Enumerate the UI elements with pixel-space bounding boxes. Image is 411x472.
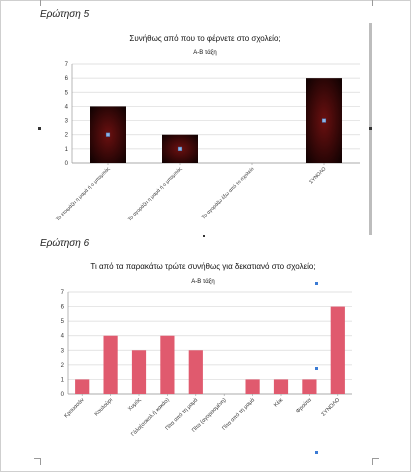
chart2-bar bbox=[330, 306, 345, 394]
chart2-x-tick-label: Κουλούρι bbox=[93, 396, 115, 418]
chart-2-handle-bottom[interactable] bbox=[315, 451, 318, 454]
chart-2-handle-top[interactable] bbox=[315, 282, 318, 285]
chart-1-resize-handle-left[interactable] bbox=[38, 127, 41, 130]
chart-1-subtitle: Α-Β τάξη bbox=[193, 50, 217, 56]
chart-2-handle-middle[interactable] bbox=[315, 367, 318, 370]
question-6-heading: Ερώτηση 6 bbox=[40, 238, 90, 249]
chart1-y-tick-label: 5 bbox=[65, 90, 69, 96]
chart2-y-tick-label: 7 bbox=[61, 290, 65, 296]
crop-mark-bottom-left bbox=[34, 458, 41, 465]
chart1-x-tick-label: Το αγοράζει η μαμά ή ο μπαμπάς bbox=[126, 165, 183, 222]
crop-mark-top-left bbox=[34, 0, 41, 6]
chart2-bar bbox=[160, 335, 175, 394]
chart-1-plot: 0 1 2 3 4 5 6 7 Το ετοιμάζει η μαμά ή ο μπαμπάς Τ… bbox=[54, 62, 360, 223]
chart2-x-tick-label: ΣΥΝΟΛΟ bbox=[321, 397, 342, 418]
chart-1-title: Συνήθως από που το φέρνετε στο σχολείο; bbox=[129, 34, 281, 43]
chart2-y-tick-label: 1 bbox=[61, 377, 65, 383]
chart2-x-tick-label: Φρούτα bbox=[295, 396, 314, 415]
crop-mark-bottom-right bbox=[372, 458, 379, 465]
chart2-y-tick-label: 0 bbox=[61, 392, 65, 398]
chart2-x-tick-label: Κέικ bbox=[272, 396, 284, 408]
chart1-y-tick-label: 7 bbox=[65, 62, 69, 68]
chart-1-resize-handle-right[interactable] bbox=[369, 127, 372, 130]
chart1-bar-marker bbox=[321, 118, 327, 123]
chart1-y-tick-label: 2 bbox=[65, 133, 69, 139]
chart-1-frame[interactable]: Συνήθως από που το φέρνετε στο σχολείο; … bbox=[40, 23, 370, 235]
chart1-x-tick-label: Το αγοράζω έξω από το σχολείο bbox=[200, 165, 255, 220]
chart1-x-tick-label: ΣΥΝΟΛΟ bbox=[308, 166, 327, 185]
chart2-y-tick-label: 3 bbox=[61, 348, 65, 354]
chart2-bar bbox=[302, 379, 317, 394]
chart2-bar bbox=[188, 350, 203, 394]
chart-2-frame[interactable]: Τι από τα παρακάτω τρώτε συνήθως για δεκ… bbox=[44, 252, 362, 448]
question-5-heading: Ερώτηση 5 bbox=[40, 9, 90, 20]
chart1-x-tick-label: Το ετοιμάζει η μαμά ή ο μπαμπάς bbox=[54, 165, 111, 222]
chart1-bar-marker bbox=[177, 146, 183, 151]
chart-2-title: Τι από τα παρακάτω τρώτε συνήθως για δεκ… bbox=[90, 262, 316, 271]
chart1-y-tick-label: 1 bbox=[65, 147, 69, 153]
chart-1-resize-handle-bottom[interactable] bbox=[203, 235, 205, 237]
chart2-bar bbox=[75, 379, 90, 394]
crop-mark-top-right bbox=[372, 0, 379, 6]
chart2-y-tick-label: 6 bbox=[61, 305, 65, 311]
chart1-y-tick-label: 4 bbox=[65, 104, 69, 110]
chart2-bar bbox=[245, 379, 260, 394]
chart2-x-tick-label: Χυμός bbox=[126, 396, 142, 412]
chart2-x-tick-label: Κρουασάν bbox=[63, 396, 86, 419]
chart2-bar bbox=[131, 350, 147, 394]
chart1-y-tick-label: 3 bbox=[65, 119, 69, 125]
chart2-bar bbox=[273, 379, 289, 394]
chart1-y-tick-label: 0 bbox=[65, 161, 69, 167]
chart2-y-tick-label: 2 bbox=[61, 363, 65, 369]
chart2-bar bbox=[103, 335, 118, 394]
chart1-y-tick-label: 6 bbox=[65, 76, 69, 82]
chart1-bar-marker bbox=[105, 132, 111, 137]
chart2-y-tick-label: 4 bbox=[61, 334, 65, 340]
chart2-y-tick-label: 5 bbox=[61, 319, 65, 325]
chart-2-subtitle: Α-Β τάξη bbox=[191, 279, 215, 285]
